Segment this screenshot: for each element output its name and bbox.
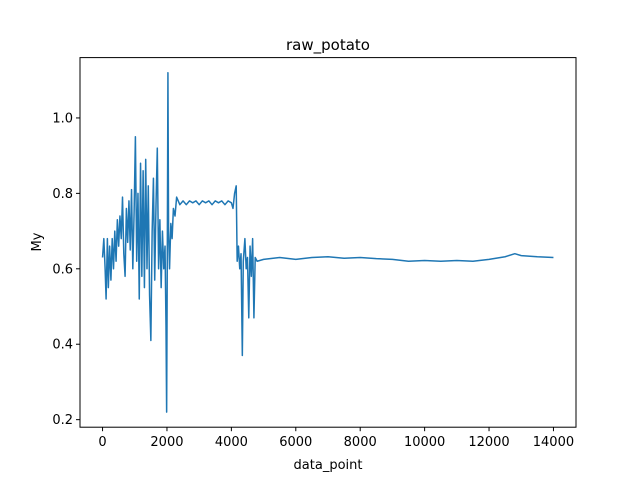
- x-tick-label: 2000: [150, 435, 183, 450]
- y-tick-label: 0.6: [52, 262, 73, 277]
- series-layer: [101, 71, 554, 413]
- x-tick-label: 12000: [468, 435, 509, 450]
- x-tick-label: 0: [98, 435, 106, 450]
- x-tick-label: 4000: [215, 435, 248, 450]
- x-tick-label: 6000: [279, 435, 312, 450]
- chart-title: raw_potato: [286, 36, 370, 55]
- y-axis-label: My: [30, 232, 45, 251]
- y-tick-label: 1.0: [52, 111, 73, 126]
- ticks-layer: 0 2000 4000 6000 8000 10000 12000 14000 0.2 0.4 0.…: [52, 111, 574, 450]
- plot-frame: [79, 57, 577, 428]
- x-axis-label: data_point: [294, 458, 363, 473]
- y-tick-label: 0.4: [52, 338, 73, 353]
- y-tick-label: 0.8: [52, 187, 73, 202]
- series-line: [101, 71, 554, 413]
- x-tick-label: 8000: [344, 435, 377, 450]
- y-tick-label: 0.2: [52, 413, 73, 428]
- x-tick-label: 10000: [404, 435, 445, 450]
- x-tick-label: 14000: [533, 435, 574, 450]
